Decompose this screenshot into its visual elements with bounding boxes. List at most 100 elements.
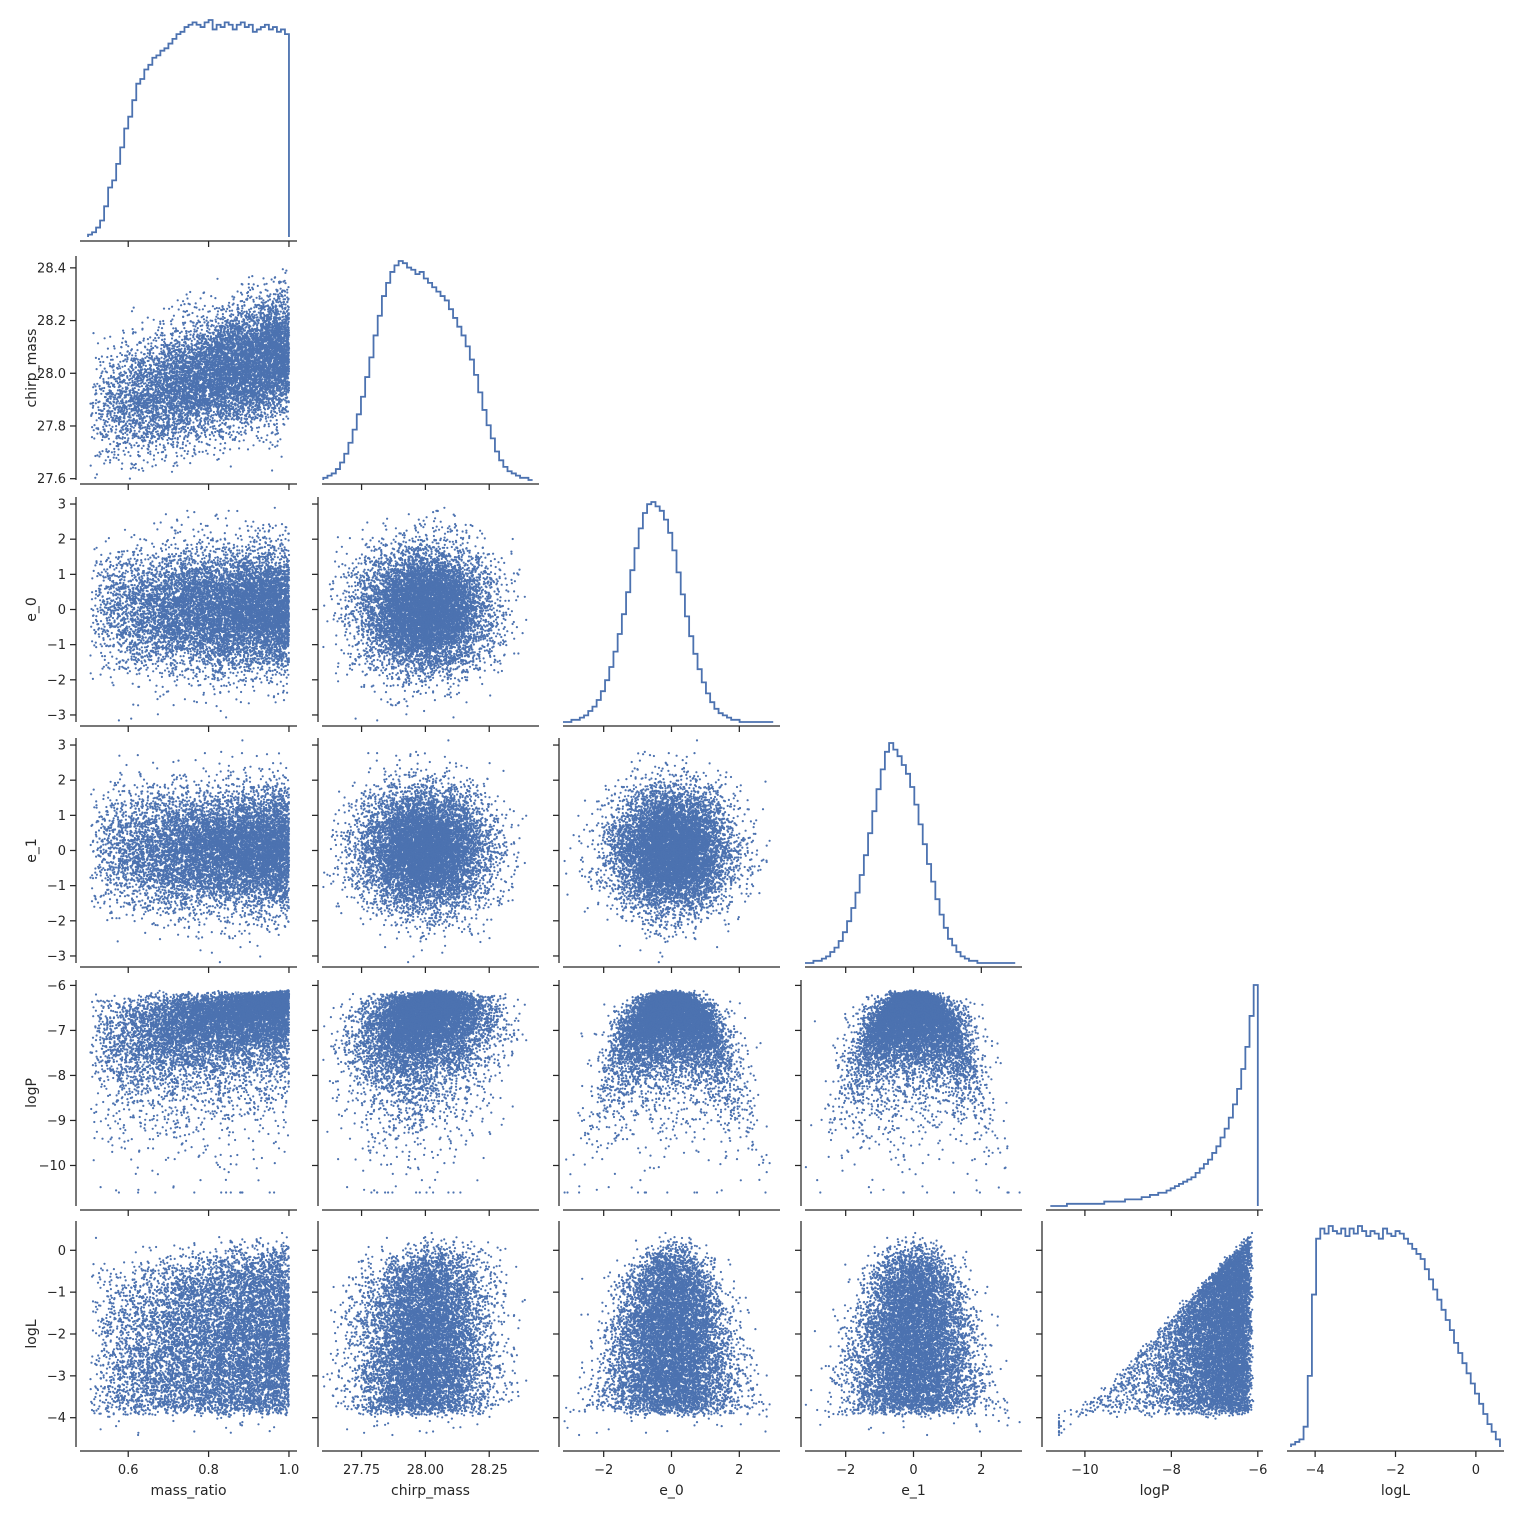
scatter-point	[188, 314, 190, 316]
scatter-point	[96, 454, 98, 456]
scatter-points	[89, 268, 290, 480]
scatter-point	[105, 448, 107, 450]
scatter-point	[143, 353, 145, 355]
scatter-point	[228, 302, 230, 304]
scatter-point	[154, 337, 156, 339]
scatter-point	[262, 277, 264, 279]
scatter-point	[271, 278, 273, 280]
panels-layer: 27.627.828.028.228.4−3−2−10123−3−2−10123…	[24, 20, 1504, 1499]
scatter-point	[216, 307, 218, 309]
scatter-point	[251, 275, 253, 277]
scatter-point	[265, 416, 267, 418]
scatter-point	[259, 440, 261, 442]
scatter-point	[219, 419, 221, 421]
scatter-point	[121, 354, 123, 356]
scatter-point	[113, 454, 115, 456]
scatter-point	[103, 419, 105, 421]
scatter-point	[180, 431, 182, 433]
scatter-point	[162, 320, 164, 322]
scatter-point	[212, 428, 214, 430]
scatter-point	[214, 308, 216, 310]
scatter-point	[94, 455, 96, 457]
scatter-point	[241, 310, 243, 312]
scatter-point	[260, 437, 262, 439]
scatter-point	[277, 440, 279, 442]
scatter-point	[220, 443, 222, 445]
scatter-point	[172, 465, 174, 467]
scatter-point	[185, 445, 187, 447]
scatter-point	[223, 419, 225, 421]
scatter-point	[111, 451, 113, 453]
scatter-point	[238, 320, 240, 322]
scatter-point	[229, 436, 231, 438]
scatter-point	[109, 443, 111, 445]
scatter-point	[202, 451, 204, 453]
scatter-point	[109, 362, 111, 364]
scatter-point	[99, 364, 101, 366]
scatter-point	[95, 399, 97, 401]
scatter-point	[119, 361, 121, 363]
scatter-point	[243, 439, 245, 441]
scatter-point	[164, 334, 166, 336]
scatter-point	[104, 368, 106, 370]
scatter-point	[199, 332, 201, 334]
scatter-point	[247, 448, 249, 450]
scatter-point	[217, 313, 219, 315]
scatter-point	[177, 431, 179, 433]
scatter-point	[286, 406, 288, 408]
scatter-point	[271, 444, 273, 446]
scatter-point	[149, 451, 151, 453]
scatter-point	[241, 305, 243, 307]
scatter-point	[122, 337, 124, 339]
scatter-point	[142, 470, 144, 472]
scatter-point	[260, 411, 262, 413]
scatter-point	[115, 428, 117, 430]
scatter-point	[188, 331, 190, 333]
scatter-point	[164, 460, 166, 462]
scatter-point	[278, 397, 280, 399]
scatter-point	[155, 445, 157, 447]
scatter-point	[102, 378, 104, 380]
scatter-point	[204, 423, 206, 425]
scatter-point	[288, 400, 290, 402]
scatter-point	[101, 355, 103, 357]
scatter-point	[189, 334, 191, 336]
scatter-point	[132, 466, 134, 468]
scatter-point	[156, 334, 158, 336]
panel-chirp_mass-vs-mass_ratio: 27.627.828.028.228.4	[37, 256, 297, 490]
scatter-point	[170, 443, 172, 445]
scatter-point	[270, 416, 272, 418]
scatter-point	[260, 292, 262, 294]
scatter-point	[187, 427, 189, 429]
scatter-point	[198, 451, 200, 453]
scatter-point	[263, 283, 265, 285]
scatter-point	[163, 421, 165, 423]
scatter-point	[280, 399, 282, 401]
scatter-point	[102, 390, 104, 392]
scatter-point	[276, 423, 278, 425]
scatter-point	[214, 447, 216, 449]
scatter-point	[157, 452, 159, 454]
scatter-point	[108, 377, 110, 379]
scatter-point	[215, 439, 217, 441]
scatter-point	[131, 310, 133, 312]
scatter-point	[269, 441, 271, 443]
scatter-point	[226, 308, 228, 310]
scatter-point	[160, 348, 162, 350]
scatter-point	[161, 357, 163, 359]
scatter-point	[279, 438, 281, 440]
scatter-point	[183, 310, 185, 312]
scatter-point	[180, 304, 182, 306]
scatter-point	[194, 338, 196, 340]
scatter-point	[192, 336, 194, 338]
scatter-point	[110, 416, 112, 418]
scatter-point	[92, 332, 94, 334]
scatter-point	[240, 419, 242, 421]
scatter-point	[155, 464, 157, 466]
scatter-point	[159, 323, 161, 325]
scatter-point	[214, 419, 216, 421]
scatter-point	[207, 327, 209, 329]
scatter-point	[184, 347, 186, 349]
scatter-point	[237, 290, 239, 292]
scatter-point	[131, 354, 133, 356]
